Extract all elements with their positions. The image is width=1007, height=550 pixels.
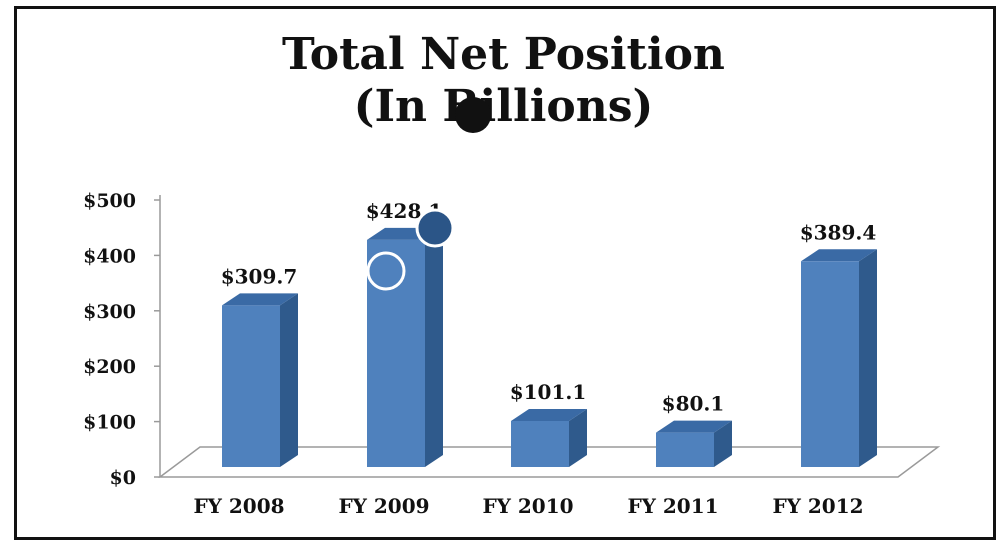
bar-side <box>714 420 732 467</box>
bar-side <box>425 227 443 467</box>
bar-top <box>656 420 732 433</box>
bar-side <box>280 293 298 467</box>
y-tick-label: $500 <box>83 190 136 212</box>
ring-marker <box>366 251 406 291</box>
chart-subtitle: (In Billions) <box>353 81 654 132</box>
y-tick-label: $0 <box>110 467 136 489</box>
data-label: $80.1 <box>662 392 725 416</box>
bar <box>801 261 859 467</box>
bar-top <box>511 408 587 421</box>
y-tick-label: $300 <box>83 301 136 323</box>
y-tick-label: $200 <box>83 356 136 378</box>
chart-title: Total Net Position <box>282 29 725 80</box>
data-label: $101.1 <box>510 380 587 404</box>
data-label: $309.7 <box>221 264 298 288</box>
y-tick-label: $400 <box>83 245 136 267</box>
x-tick-label: FY 2012 <box>772 494 863 518</box>
data-label: $389.4 <box>800 220 877 244</box>
bar <box>656 432 714 467</box>
x-tick-label: FY 2009 <box>338 494 429 518</box>
bar <box>367 239 425 467</box>
bar-top <box>801 249 877 262</box>
bar-side <box>569 408 587 467</box>
blue-dot-marker <box>415 208 455 248</box>
bar-top <box>222 293 298 306</box>
x-tick-label: FY 2011 <box>627 494 718 518</box>
y-tick-label: $100 <box>83 412 136 434</box>
bar <box>222 305 280 467</box>
bar <box>511 420 569 467</box>
x-tick-label: FY 2008 <box>193 494 284 518</box>
x-tick-label: FY 2010 <box>482 494 573 518</box>
black-dot-marker <box>455 97 491 133</box>
bar-side <box>859 249 877 467</box>
